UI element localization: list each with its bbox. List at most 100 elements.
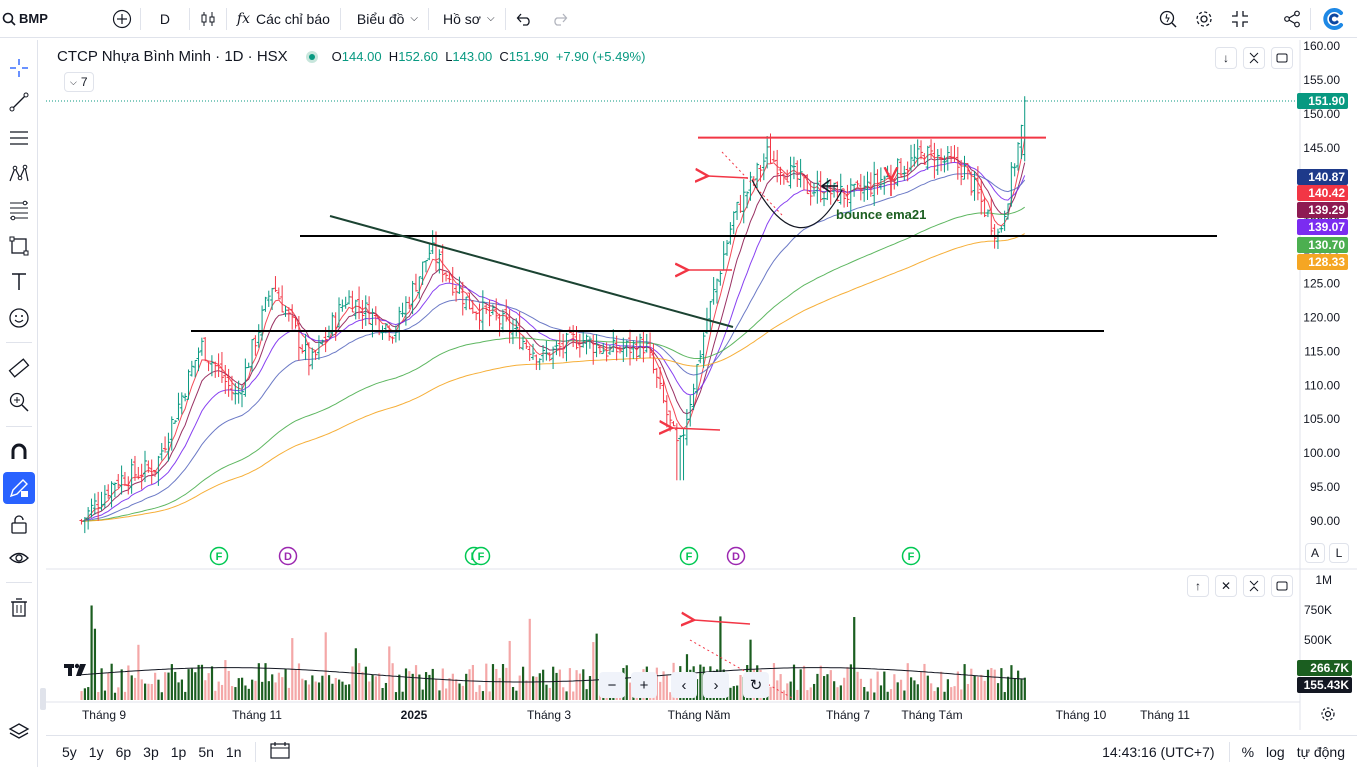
pane-collapse-button[interactable]	[1243, 47, 1265, 69]
volume-bar	[993, 669, 996, 700]
quick-search-button[interactable]	[1150, 0, 1186, 38]
volume-bar	[478, 685, 481, 700]
volume-bar	[575, 670, 578, 700]
reset-chart-button[interactable]: ↻	[743, 672, 769, 698]
price-badge	[1297, 185, 1348, 201]
log-scale-button[interactable]: L	[1329, 543, 1349, 563]
volume-pane-maximize-button[interactable]	[1271, 575, 1293, 597]
volume-bar	[659, 681, 662, 700]
profile-menu-label: Hồ sơ	[442, 10, 481, 27]
date-range-button[interactable]	[264, 741, 296, 762]
range-button-1n[interactable]: 1n	[225, 743, 242, 760]
add-symbol-button[interactable]	[104, 0, 140, 38]
indicators-button[interactable]: fx Các chỉ báo	[227, 0, 340, 38]
share-button[interactable]	[1274, 0, 1310, 38]
magnet-tool[interactable]	[3, 436, 35, 468]
pattern-tool[interactable]	[3, 158, 35, 190]
volume-bar	[103, 690, 107, 700]
symbol-search[interactable]: BMP	[0, 0, 58, 38]
range-button-1y[interactable]: 1y	[88, 743, 104, 760]
percent-scale-toggle[interactable]: %	[1241, 744, 1255, 760]
volume-bar	[137, 644, 140, 700]
range-button-3p[interactable]: 3p	[143, 743, 159, 760]
fullscreen-button[interactable]	[1222, 0, 1258, 38]
range-button-5y[interactable]: 5y	[62, 743, 77, 760]
lock-tool[interactable]	[3, 508, 35, 540]
volume-bar	[465, 673, 468, 700]
auto-scale-button[interactable]: A	[1305, 543, 1325, 563]
volume-bar	[625, 665, 628, 700]
event-marker-label: F	[216, 551, 223, 563]
volume-bar	[863, 687, 866, 700]
volume-bar	[695, 679, 699, 700]
chart-title[interactable]: CTCP Nhựa Bình Minh · 1D · HSX	[57, 48, 288, 65]
bottom-right: 14:43:16 (UTC+7) % log tự động	[1096, 736, 1351, 768]
profile-menu-button[interactable]: Hồ sơ ⌵	[429, 0, 505, 38]
bar-style-button[interactable]	[190, 0, 226, 38]
volume-bar	[177, 682, 180, 700]
price-badge	[1297, 169, 1348, 185]
logo-button[interactable]	[1311, 0, 1357, 38]
horizontal-lines-tool[interactable]	[3, 122, 35, 154]
delete-drawings-tool[interactable]	[3, 592, 35, 624]
fibonacci-tool[interactable]	[3, 194, 35, 226]
auto-scale-toggle[interactable]: tự động	[1296, 744, 1345, 760]
volume-pane-move-up-button[interactable]: ↑	[1187, 575, 1209, 597]
gear-icon	[1321, 707, 1335, 721]
indicators-collapse-button[interactable]: ⌵ 7	[64, 72, 94, 92]
drawings[interactable]: bounce ema21FDFFFDF	[191, 136, 1217, 699]
event-marker-label: F	[478, 551, 485, 563]
volume-bar	[542, 669, 545, 700]
undo-button[interactable]	[506, 0, 542, 38]
volume-pane-collapse-button[interactable]	[1243, 575, 1265, 597]
maximize-icon	[1276, 581, 1288, 591]
volume-bar	[528, 618, 531, 700]
object-tree-tool[interactable]	[3, 716, 35, 748]
crosshair-icon	[10, 59, 28, 77]
pane-move-down-button[interactable]: ↓	[1215, 47, 1237, 69]
clock-timezone[interactable]: 14:43:16 (UTC+7)	[1102, 744, 1215, 760]
financials-marker	[471, 546, 491, 566]
measure-tool[interactable]	[3, 352, 35, 384]
drawing-mode-tool[interactable]	[3, 472, 35, 504]
crosshair-tool[interactable]	[3, 52, 35, 84]
time-axis-settings-button[interactable]	[1320, 706, 1336, 727]
volume-pane-close-button[interactable]: ✕	[1215, 575, 1237, 597]
divider	[255, 741, 257, 762]
volume-bar	[317, 682, 321, 700]
volume-bar	[933, 691, 936, 700]
volume-bar	[210, 666, 214, 700]
redo-button[interactable]	[542, 0, 578, 38]
text-tool[interactable]	[3, 266, 35, 298]
pane-maximize-button[interactable]	[1271, 47, 1293, 69]
chart-menu-button[interactable]: Biểu đồ ⌵	[341, 0, 428, 38]
volume-bar	[311, 675, 314, 700]
volume-bar	[823, 676, 826, 700]
scroll-left-button[interactable]: ‹	[671, 672, 697, 698]
interval-button[interactable]: D	[159, 10, 170, 27]
emoji-tool[interactable]	[3, 302, 35, 334]
range-button-6p[interactable]: 6p	[115, 743, 132, 760]
volume-bar	[384, 682, 388, 700]
price-chart[interactable]: bounce ema21FDFFFDF 160.00155.00150.0014…	[0, 0, 1357, 735]
tradingview-logo[interactable]	[64, 662, 90, 683]
zoom-in-button[interactable]: +	[631, 672, 657, 698]
range-button-1p[interactable]: 1p	[170, 743, 187, 760]
price-tick-label: 115.00	[1304, 344, 1340, 358]
settings-button[interactable]	[1186, 0, 1222, 38]
time-tick-label: Tháng Tám	[901, 708, 962, 722]
volume-bar	[441, 668, 444, 700]
volume-bar	[488, 691, 491, 700]
trendline-tool[interactable]	[3, 86, 35, 118]
zoom-out-button[interactable]: −	[599, 672, 625, 698]
scroll-right-button[interactable]: ›	[703, 672, 729, 698]
price-tick-label: 145.00	[1303, 141, 1340, 155]
visibility-tool[interactable]	[3, 542, 35, 574]
zoom-tool[interactable]	[3, 386, 35, 418]
rectangle-tool[interactable]	[3, 230, 35, 262]
volume-bar	[251, 679, 254, 700]
range-button-5n[interactable]: 5n	[198, 743, 214, 760]
volume-bar	[826, 674, 829, 700]
log-scale-toggle[interactable]: log	[1266, 744, 1285, 760]
redo-icon	[553, 13, 567, 26]
